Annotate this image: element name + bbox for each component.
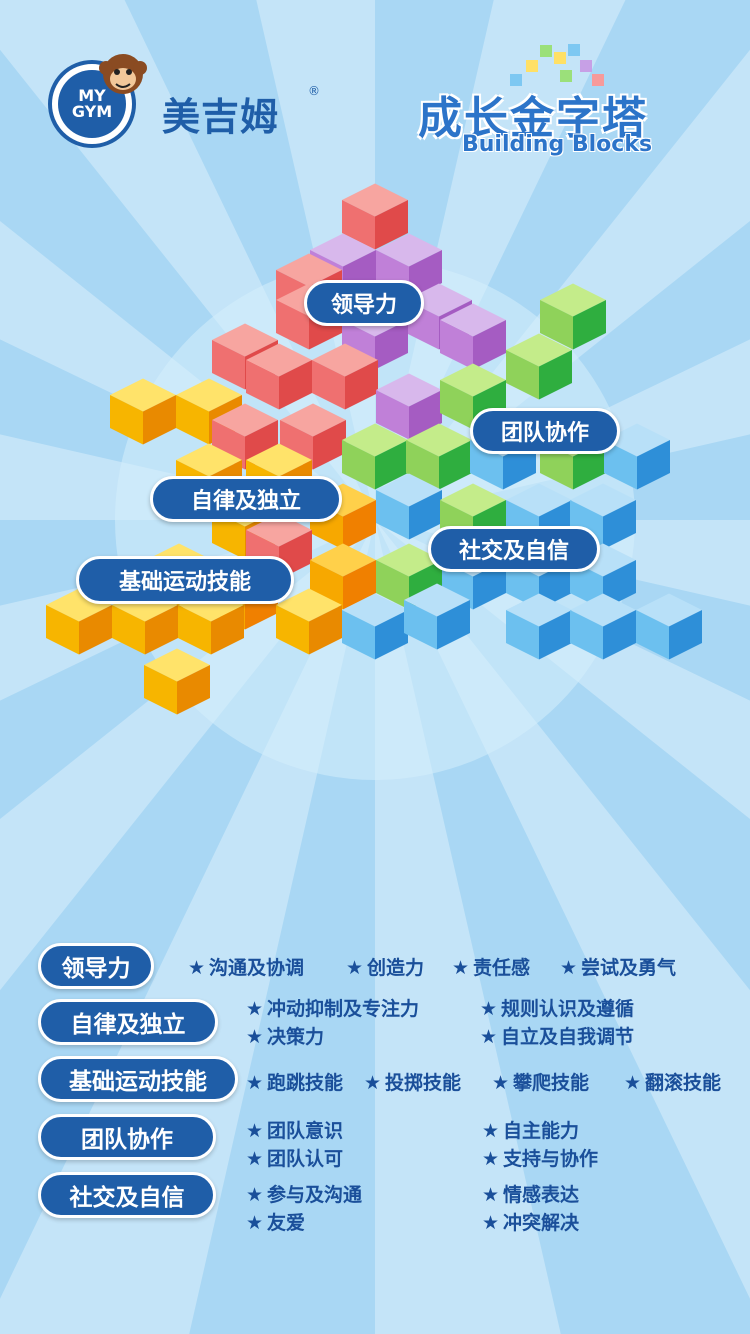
brand-name: 美吉姆 bbox=[162, 95, 280, 139]
block-cube bbox=[440, 303, 506, 370]
star-icon: ★ bbox=[246, 998, 264, 1020]
block-cube bbox=[276, 588, 342, 655]
legend-leadership: 领导力 bbox=[38, 943, 154, 989]
legend-item: ★ 冲动抑制及专注力 bbox=[246, 998, 420, 1020]
legend-item: ★ 翻滚技能 bbox=[624, 1072, 722, 1094]
legend-item: ★ 攀爬技能 bbox=[492, 1072, 590, 1094]
block-cube bbox=[246, 343, 312, 410]
legend-item: ★ 跑跳技能 bbox=[246, 1072, 344, 1094]
label-self-discipline: 自律及独立 bbox=[150, 476, 342, 522]
logo-text-my: MY bbox=[78, 86, 106, 105]
star-icon: ★ bbox=[246, 1148, 264, 1170]
block-cube bbox=[342, 593, 408, 660]
legend-item: ★ 责任感 bbox=[452, 957, 531, 979]
title-english: Building Blocks bbox=[462, 132, 653, 157]
block-cube bbox=[540, 283, 606, 350]
star-icon: ★ bbox=[452, 957, 470, 979]
block-cube bbox=[376, 373, 442, 440]
legend-item: ★ 规则认识及遵循 bbox=[480, 998, 635, 1020]
star-icon: ★ bbox=[480, 998, 498, 1020]
block-cube bbox=[506, 333, 572, 400]
star-icon: ★ bbox=[364, 1072, 382, 1094]
label-social: 社交及自信 bbox=[428, 526, 600, 572]
star-icon: ★ bbox=[482, 1184, 500, 1206]
legend-item: ★ 投掷技能 bbox=[364, 1072, 462, 1094]
block-cube bbox=[404, 583, 470, 650]
star-icon: ★ bbox=[246, 1184, 264, 1206]
legend-item: ★ 自立及自我调节 bbox=[480, 1026, 635, 1048]
block-cube bbox=[144, 648, 210, 715]
star-icon: ★ bbox=[246, 1212, 264, 1234]
label-motor-skills: 基础运动技能 bbox=[76, 556, 294, 604]
block-cube bbox=[570, 593, 636, 660]
legend-item: ★ 团队意识 bbox=[246, 1120, 344, 1142]
pixel-blocks-icon bbox=[510, 44, 604, 86]
title-chinese: 成长金字塔 bbox=[418, 93, 648, 144]
block-cube bbox=[506, 593, 572, 660]
registered-mark: ® bbox=[308, 84, 320, 98]
star-icon: ★ bbox=[246, 1072, 264, 1094]
block-cube bbox=[376, 473, 442, 540]
legend-self-discipline: 自律及独立 bbox=[38, 999, 218, 1045]
legend-item: ★ 情感表达 bbox=[482, 1184, 580, 1206]
star-icon: ★ bbox=[346, 957, 364, 979]
star-icon: ★ bbox=[560, 957, 578, 979]
star-icon: ★ bbox=[624, 1072, 642, 1094]
block-cube bbox=[376, 543, 442, 610]
block-cube bbox=[636, 593, 702, 660]
legend-item: ★ 冲突解决 bbox=[482, 1212, 580, 1234]
legend-item: ★ 尝试及勇气 bbox=[560, 957, 677, 979]
label-teamwork: 团队协作 bbox=[470, 408, 620, 454]
legend-item: ★ 支持与协作 bbox=[482, 1148, 599, 1170]
legend-item: ★ 决策力 bbox=[246, 1026, 325, 1048]
star-icon: ★ bbox=[482, 1212, 500, 1234]
legend-teamwork: 团队协作 bbox=[38, 1114, 216, 1160]
legend-item: ★ 自主能力 bbox=[482, 1120, 580, 1142]
legend-item: ★ 友爱 bbox=[246, 1212, 306, 1234]
star-icon: ★ bbox=[246, 1026, 264, 1048]
monkey-mascot-icon bbox=[99, 54, 147, 94]
block-cube bbox=[312, 343, 378, 410]
block-cube bbox=[604, 423, 670, 490]
block-cube bbox=[110, 378, 176, 445]
legend-item: ★ 沟通及协调 bbox=[188, 957, 305, 979]
star-icon: ★ bbox=[188, 957, 206, 979]
star-icon: ★ bbox=[482, 1120, 500, 1142]
star-icon: ★ bbox=[480, 1026, 498, 1048]
star-icon: ★ bbox=[482, 1148, 500, 1170]
legend-item: ★ 创造力 bbox=[346, 957, 425, 979]
star-icon: ★ bbox=[492, 1072, 510, 1094]
label-leadership: 领导力 bbox=[304, 280, 424, 326]
logo-text-gym: GYM bbox=[71, 102, 113, 121]
sunburst-ray bbox=[375, 0, 626, 520]
star-icon: ★ bbox=[246, 1120, 264, 1142]
block-cube bbox=[342, 423, 408, 490]
legend-motor-skills: 基础运动技能 bbox=[38, 1056, 238, 1102]
legend-item: ★ 团队认可 bbox=[246, 1148, 344, 1170]
legend-item: ★ 参与及沟通 bbox=[246, 1184, 363, 1206]
legend-social: 社交及自信 bbox=[38, 1172, 216, 1218]
mygym-logo: MY GYM bbox=[48, 60, 136, 148]
